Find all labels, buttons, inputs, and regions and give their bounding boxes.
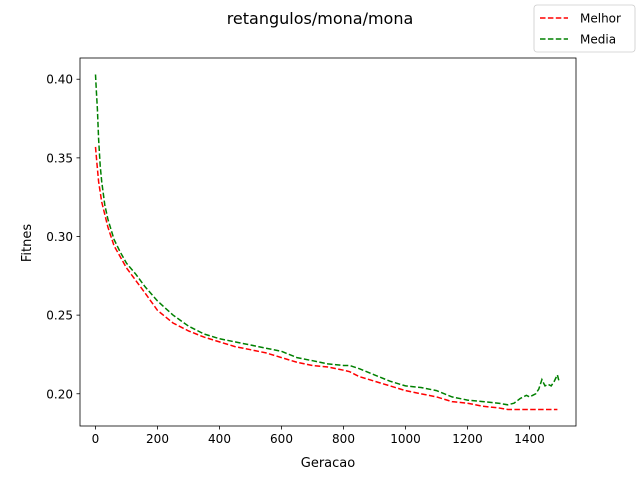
chart-title: retangulos/mona/mona [227, 9, 414, 28]
x-axis-label: Geracao [301, 456, 355, 471]
axes-frame [79, 57, 577, 427]
legend-label-media: Media [580, 33, 616, 47]
x-tick-label: 400 [208, 432, 231, 446]
legend-box [533, 4, 636, 53]
y-tick-label: 0.20 [46, 387, 73, 401]
x-tick-label: 0 [92, 432, 100, 446]
y-tick-label: 0.40 [46, 73, 73, 87]
y-tick-label: 0.25 [46, 309, 73, 323]
y-axis-ticks: 0.20 0.25 0.30 0.35 0.40 [46, 73, 80, 401]
legend-label-melhor: Melhor [580, 12, 621, 26]
x-tick-label: 1400 [514, 432, 545, 446]
x-tick-label: 800 [332, 432, 355, 446]
x-tick-label: 200 [146, 432, 169, 446]
x-tick-label: 600 [270, 432, 293, 446]
series-line-melhor [94, 146, 558, 411]
series-line-media [94, 74, 560, 406]
x-axis-ticks: 0 200 400 600 800 1000 1200 1400 [92, 426, 545, 446]
x-tick-label: 1000 [390, 432, 421, 446]
y-tick-label: 0.30 [46, 230, 73, 244]
plot-area [79, 57, 577, 427]
legend: Melhor Media [533, 4, 636, 53]
y-tick-label: 0.35 [46, 151, 73, 165]
y-axis-label: Fitnes [20, 224, 35, 262]
x-tick-label: 1200 [452, 432, 483, 446]
